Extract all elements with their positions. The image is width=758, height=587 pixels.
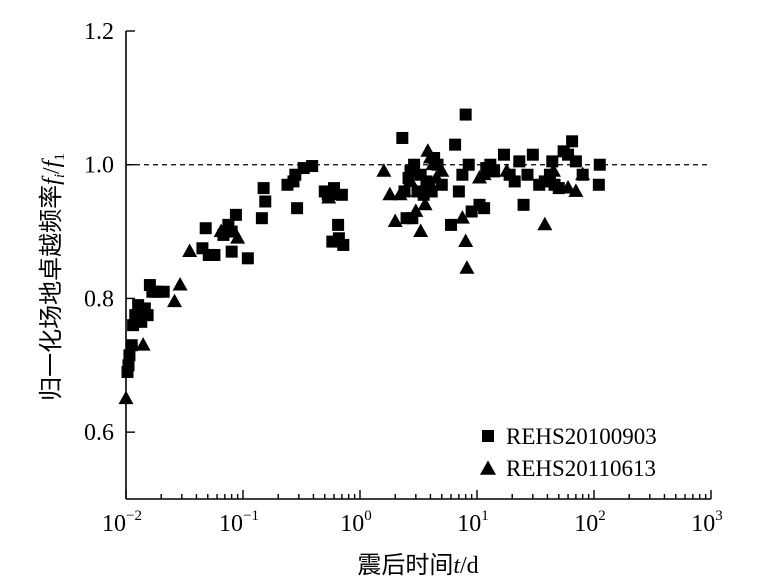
data-point-square [552,182,565,195]
data-point-triangle [417,196,433,211]
x-tick-label: 10−1 [219,508,259,537]
data-point-square [332,218,345,231]
data-point-triangle [402,173,418,187]
data-point-square [569,155,582,168]
x-tick-label: 100 [340,508,372,537]
data-point-triangle [425,156,441,171]
data-point-square [521,168,534,181]
data-point-square [255,212,268,225]
data-point-square [141,309,154,322]
data-point-square [513,155,526,168]
data-point-triangle [413,223,429,237]
data-point-square [546,155,559,168]
data-point-triangle [499,163,515,177]
series-triangle [118,143,591,405]
data-point-triangle [396,183,412,197]
data-point-square [452,185,465,198]
data-point-triangle [135,337,151,351]
data-point-square [337,238,350,251]
x-axis-title: 震后时间t/d [357,552,478,579]
data-point-square [497,148,510,161]
data-point-square [566,135,579,148]
data-point-triangle [560,180,576,194]
y-tick-label: 0.8 [84,286,114,312]
y-tick-label: 1.2 [84,19,114,45]
data-point-square [593,158,606,171]
data-point-square [157,285,170,298]
data-point-square [306,160,319,173]
legend-triangle-icon [480,460,496,475]
data-point-square [445,218,458,231]
data-point-triangle [459,260,475,274]
data-point-triangle [537,216,553,231]
data-point-triangle [434,163,450,177]
data-point-triangle [545,163,561,177]
y-tick-label: 0.6 [84,420,114,446]
data-point-square [459,108,472,121]
x-tick-label: 102 [574,508,606,537]
data-point-square [449,138,462,151]
data-point-square [456,168,469,181]
legend-label: REHS20100903 [506,424,657,449]
data-point-square [123,349,136,362]
data-point-square [526,148,539,161]
data-point-triangle [167,293,183,308]
data-point-square [425,185,438,198]
data-point-square [488,165,501,178]
data-point-square [199,222,212,235]
data-point-triangle [408,203,424,217]
data-point-triangle [328,186,344,201]
data-point-square [508,175,521,188]
legend-square-icon [482,430,494,442]
data-point-square [592,178,605,191]
data-point-square [229,208,242,221]
data-point-square [259,195,272,208]
data-point-square [517,198,530,211]
x-tick-label: 101 [457,508,489,537]
data-point-triangle [230,230,246,244]
data-point-triangle [476,166,492,181]
data-point-square [225,225,238,238]
legend-label: REHS20110613 [506,456,656,481]
data-point-triangle [182,243,198,258]
data-point-square [396,131,409,144]
data-point-square [125,339,138,352]
data-point-triangle [172,276,188,291]
data-point-square [241,252,254,265]
data-point-triangle [454,210,470,224]
data-point-square [257,182,270,195]
y-tick-label: 1.0 [84,153,114,179]
x-tick-label: 103 [691,508,723,537]
data-point-square [408,158,421,171]
y-axis-title: 归一化场地卓越频率fi/f1 [38,153,68,401]
data-point-triangle [568,183,584,197]
data-point-square [208,248,221,261]
data-point-triangle [382,186,398,201]
data-point-triangle [458,233,474,247]
data-point-triangle [376,163,392,177]
data-point-triangle [387,213,403,227]
data-point-triangle [213,223,229,237]
data-point-square [462,158,475,171]
series-square [121,108,606,378]
data-point-triangle [575,166,591,181]
data-point-square [478,202,491,215]
data-point-triangle [539,173,555,187]
x-tick-label: 10−2 [102,508,142,537]
data-point-square [225,245,238,258]
data-point-square [291,202,304,215]
